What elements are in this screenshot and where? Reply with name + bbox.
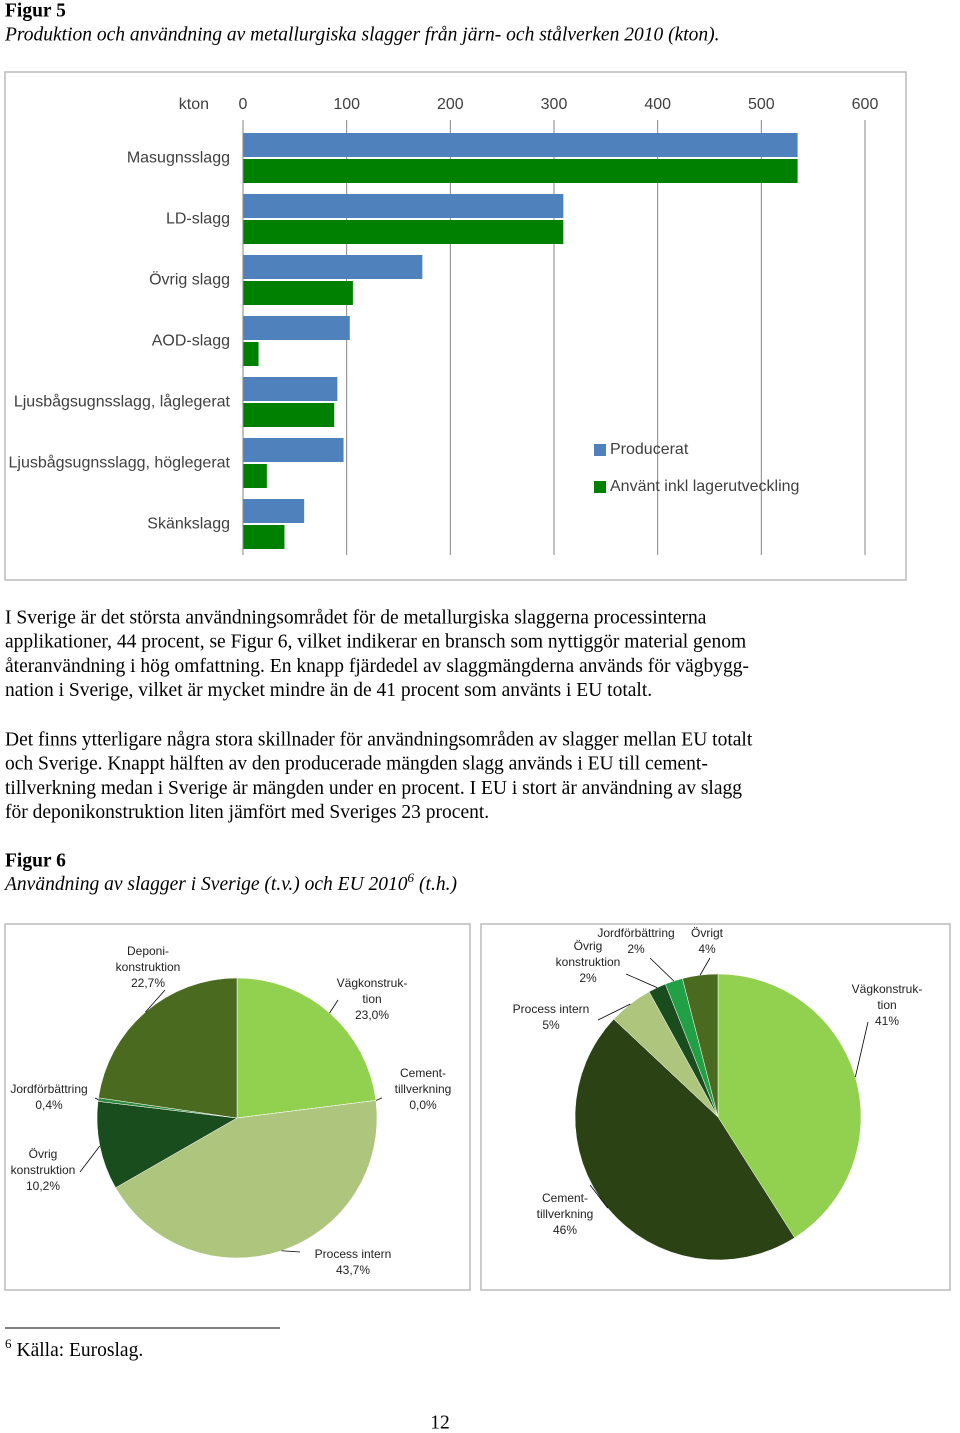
x-tick-label: 600	[852, 96, 879, 113]
pie-slice	[115, 1100, 378, 1259]
legend-swatch	[594, 481, 606, 493]
value-label: 0,0%	[409, 1098, 437, 1112]
value-label: 2%	[627, 942, 645, 956]
bar	[243, 403, 335, 427]
value-label: 43,7%	[336, 1263, 370, 1277]
pie-slice	[98, 977, 238, 1119]
value-label: 4%	[698, 942, 716, 956]
legend-label: Använt inkl lagerutveckling	[610, 478, 799, 495]
leader-line	[281, 1250, 301, 1253]
y-tick-label: Ljusbågsugnsslagg, höglegerat	[9, 454, 231, 472]
slice-label: Vägkonstruk-tion	[852, 982, 923, 1012]
chart-frame	[480, 923, 951, 1291]
caption-text: (t.h.)	[419, 874, 457, 895]
paragraph-line: för deponikonstruktion liten jämfört med…	[5, 802, 489, 823]
bar	[243, 194, 564, 218]
leader-line	[79, 1145, 101, 1173]
leader-line	[589, 1184, 609, 1209]
figure-caption: Produktion och användning av metallurgis…	[4, 24, 720, 45]
slice-label: Cement-tillverkning	[395, 1066, 452, 1096]
bar	[243, 342, 259, 366]
x-tick-label: 300	[541, 96, 568, 113]
leader-line	[854, 1021, 869, 1078]
bar	[243, 525, 285, 549]
y-tick-label: Ljusbågsugnsslagg, låglegerat	[14, 393, 231, 411]
leader-line	[375, 1097, 383, 1101]
legend-swatch	[594, 444, 606, 456]
leader-line	[699, 957, 711, 976]
bar	[243, 281, 353, 305]
pie-slice	[236, 977, 377, 1119]
slice-label: Vägkonstruk-tion	[337, 976, 408, 1006]
slice-label: Deponi-konstruktion	[116, 944, 181, 974]
x-tick-label: 100	[333, 96, 360, 113]
leader-line	[329, 999, 339, 1014]
pie-slice	[682, 973, 719, 1118]
y-tick-label: Övrig slagg	[149, 271, 230, 289]
bar	[243, 316, 350, 340]
slice-label: Jordförbättring	[597, 926, 674, 940]
chart-frame	[4, 71, 907, 581]
value-label: 10,2%	[26, 1179, 60, 1193]
footnote: 6 Källa: Euroslag.	[5, 1336, 143, 1361]
bar	[243, 438, 344, 462]
paragraph-line: I Sverige är det största användningsområ…	[5, 607, 707, 628]
axis-label: kton	[179, 96, 209, 113]
value-label: 46%	[553, 1223, 577, 1237]
bar	[243, 377, 338, 401]
bar	[243, 159, 798, 183]
y-tick-label: Skänkslagg	[147, 516, 230, 533]
value-label: 22,7%	[131, 976, 165, 990]
paragraph-line: tillverkning medan i Sverige är mängden …	[5, 778, 742, 799]
footnote-text: Källa: Euroslag.	[17, 1340, 144, 1361]
paragraph-line: återanvändning i hög omfattning. En knap…	[5, 656, 749, 677]
slice-label: Cement-tillverkning	[537, 1191, 594, 1221]
y-tick-label: AOD-slagg	[152, 333, 230, 350]
value-label: 23,0%	[355, 1008, 389, 1022]
leader-line	[94, 1097, 99, 1100]
x-tick-label: 500	[748, 96, 775, 113]
footnote-ref: 6	[408, 870, 415, 885]
paragraph-line: applikationer, 44 procent, se Figur 6, v…	[5, 632, 746, 653]
leader-line	[625, 973, 658, 988]
bar	[243, 499, 305, 523]
value-label: 5%	[542, 1018, 560, 1032]
slice-label: Övrig konstruktion	[11, 1147, 76, 1177]
y-tick-label: LD-slagg	[166, 211, 230, 228]
x-tick-label: 200	[437, 96, 464, 113]
value-label: 41%	[875, 1014, 899, 1028]
paragraph-line: nation i Sverige, vilket är mycket mindr…	[5, 680, 652, 701]
legend-label: Producerat	[610, 441, 689, 458]
x-tick-label: 0	[239, 96, 248, 113]
slice-label: Process intern	[315, 1247, 392, 1261]
page-number: 12	[430, 1412, 450, 1433]
bar	[243, 133, 798, 157]
slice-label: Övrig konstruktion	[556, 939, 621, 969]
figure-caption: Användning av slagger i Sverige (t.v.) o…	[3, 870, 457, 895]
leader-line	[649, 957, 675, 982]
figure-label: Figur 5	[5, 0, 66, 21]
figure-label: Figur 6	[5, 850, 66, 871]
bar	[243, 255, 423, 279]
y-tick-label: Masugnsslagg	[127, 150, 230, 167]
paragraph-line: och Sverige. Knappt hälften av den produ…	[5, 754, 708, 775]
pie-slice	[717, 973, 862, 1239]
footnote-mark: 6	[5, 1336, 12, 1351]
value-label: 0,4%	[35, 1098, 63, 1112]
slice-label: Process intern	[513, 1002, 590, 1016]
leader-line	[145, 989, 166, 1013]
bar	[243, 220, 564, 244]
slice-label: Övrigt	[691, 926, 724, 940]
value-label: 2%	[579, 971, 597, 985]
slice-label: Jordförbättring	[10, 1082, 87, 1096]
pie-slice	[574, 1018, 795, 1261]
paragraph-line: Det finns ytterligare några stora skilln…	[5, 729, 753, 750]
leader-line	[597, 1003, 631, 1021]
chart-frame	[4, 923, 471, 1291]
caption-text: Användning av slagger i Sverige (t.v.) o…	[3, 874, 408, 895]
x-tick-label: 400	[644, 96, 671, 113]
bar	[243, 464, 267, 488]
